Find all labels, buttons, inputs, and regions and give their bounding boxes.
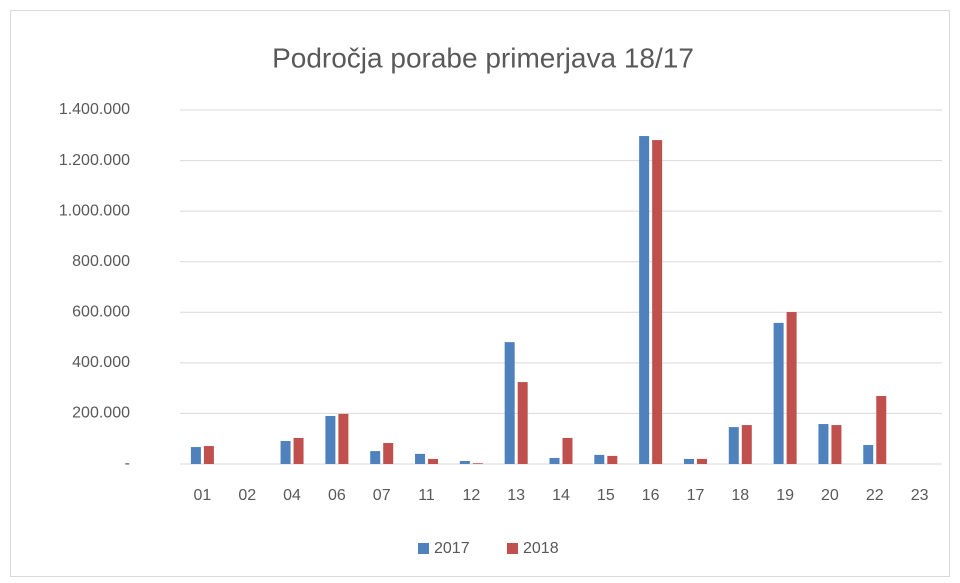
x-tick-label: 14 (552, 487, 570, 504)
bar (652, 140, 663, 464)
x-tick-label: 22 (866, 487, 884, 504)
bar (517, 382, 528, 464)
bar (728, 427, 739, 464)
chart-title: Področja porabe primerjava 18/17 (272, 42, 694, 73)
bar (683, 458, 694, 464)
bar (504, 342, 515, 464)
x-tick-label: 16 (642, 487, 660, 504)
x-tick-label: 04 (283, 487, 301, 504)
bar (325, 415, 336, 464)
x-tick-label: 12 (462, 487, 480, 504)
chart-border (10, 10, 950, 577)
bar (786, 312, 797, 464)
x-tick-label: 17 (687, 487, 705, 504)
bar (594, 454, 605, 464)
bar (370, 451, 381, 464)
bar (818, 424, 829, 464)
x-tick-label: 18 (731, 487, 749, 504)
bar (338, 413, 349, 464)
bar (459, 460, 470, 464)
legend-label: 2018 (523, 540, 559, 557)
bar (293, 437, 304, 464)
bar (472, 463, 483, 464)
x-tick-label: 07 (373, 487, 391, 504)
x-tick-label: 15 (597, 487, 615, 504)
bar (639, 136, 650, 464)
y-tick-label: - (125, 455, 130, 472)
bar (863, 445, 874, 464)
y-tick-label: 200.000 (72, 405, 130, 422)
x-tick-label: 13 (507, 487, 525, 504)
bar (876, 395, 887, 464)
x-tick-label: 11 (418, 487, 435, 504)
legend-swatch (507, 543, 518, 554)
x-tick-label: 01 (194, 487, 212, 504)
y-tick-label: 800.000 (72, 253, 130, 270)
x-tick-label: 23 (911, 487, 929, 504)
bar (549, 457, 560, 464)
y-tick-label: 1.400.000 (59, 101, 130, 118)
x-tick-label: 19 (776, 487, 794, 504)
bar (280, 440, 291, 464)
y-tick-label: 1.200.000 (59, 152, 130, 169)
y-tick-label: 1.000.000 (59, 202, 130, 219)
legend-swatch (418, 543, 429, 554)
bar (831, 425, 842, 464)
x-tick-label: 02 (238, 487, 256, 504)
bar (203, 446, 214, 464)
x-tick-label: 06 (328, 487, 346, 504)
bar (607, 455, 618, 464)
bar (741, 425, 752, 464)
bar (190, 447, 201, 464)
y-tick-label: 600.000 (72, 304, 130, 321)
bar (562, 437, 573, 464)
bar (428, 458, 439, 464)
y-tick-label: 400.000 (72, 354, 130, 371)
bar (415, 453, 426, 464)
legend-label: 2017 (434, 540, 470, 557)
bar (696, 458, 707, 464)
bar (383, 443, 394, 464)
bar (773, 322, 784, 464)
x-tick-label: 20 (821, 487, 839, 504)
